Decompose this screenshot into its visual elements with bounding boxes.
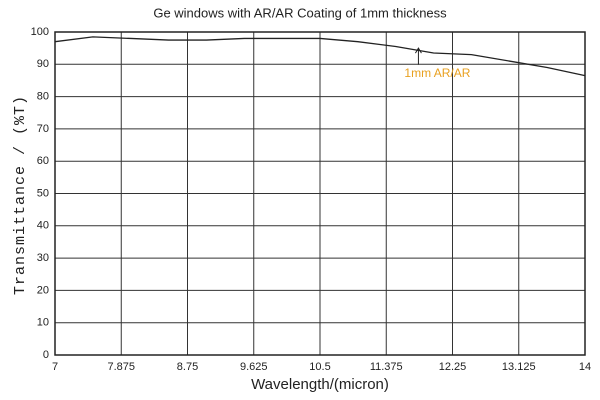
data-line bbox=[54, 36, 586, 77]
plot-frame bbox=[54, 31, 586, 356]
annotation: 1mm AR/AR bbox=[404, 66, 470, 80]
y-tick-label: 80 bbox=[37, 91, 49, 103]
x-tick-label: 11.375 bbox=[370, 361, 403, 373]
y-tick-label: 100 bbox=[31, 26, 49, 38]
annotation-arrowhead bbox=[415, 47, 422, 54]
x-tick-label: 10.5 bbox=[309, 361, 330, 373]
x-tick-label: 14 bbox=[579, 361, 591, 373]
x-axis-label: Wavelength/(micron) bbox=[251, 376, 389, 393]
x-tick-label: 13.125 bbox=[502, 361, 536, 373]
x-tick-label: 8.75 bbox=[177, 361, 198, 373]
chart-title: Ge windows with AR/AR Coating of 1mm thi… bbox=[153, 5, 447, 20]
x-tick-label: 12.25 bbox=[439, 361, 467, 373]
y-tick-label: 50 bbox=[37, 187, 49, 199]
y-axis-label: Transmittance / (%T) bbox=[12, 95, 29, 295]
x-tick-label: 7.875 bbox=[107, 361, 135, 373]
y-tick-label: 90 bbox=[37, 58, 49, 70]
y-tick-label: 70 bbox=[37, 123, 49, 135]
y-tick-label: 20 bbox=[37, 284, 49, 296]
y-tick-label: 60 bbox=[37, 155, 49, 167]
y-tick-label: 10 bbox=[37, 317, 49, 329]
y-tick-label: 40 bbox=[37, 220, 49, 232]
x-tick-label: 7 bbox=[52, 361, 58, 373]
x-tick-label: 9.625 bbox=[240, 361, 268, 373]
y-tick-label: 0 bbox=[43, 349, 49, 361]
y-tick-label: 30 bbox=[37, 252, 49, 264]
